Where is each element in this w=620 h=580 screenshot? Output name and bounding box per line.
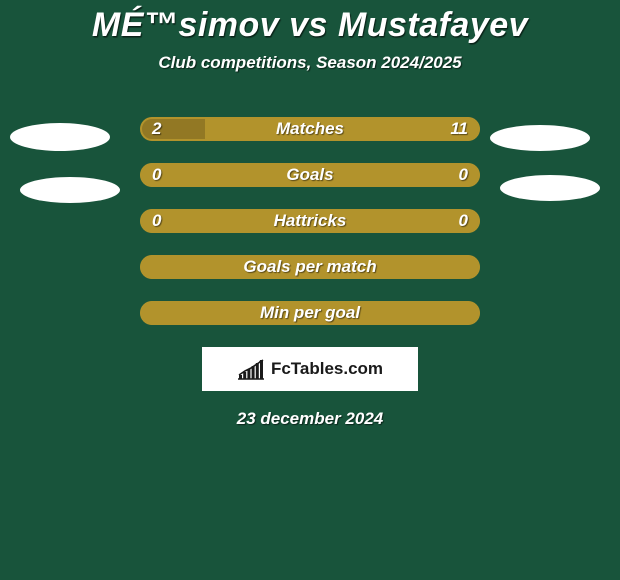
bar-chart-icon xyxy=(237,358,265,380)
stat-bar-right-value: 0 xyxy=(459,163,468,187)
brand-box: FcTables.com xyxy=(202,347,418,391)
stat-bar-left-value: 0 xyxy=(152,209,161,233)
page-subtitle: Club competitions, Season 2024/2025 xyxy=(0,53,620,73)
deco-ellipse xyxy=(20,177,120,203)
stat-bar-right-value: 11 xyxy=(450,117,468,141)
stat-bar-row: Hattricks0 0 xyxy=(140,209,480,233)
deco-ellipse xyxy=(10,123,110,151)
stat-bar-row: Goals0 0 xyxy=(140,163,480,187)
stat-bar-label: Hattricks xyxy=(140,209,480,233)
stat-bar-row: Matches2 11 xyxy=(140,117,480,141)
stat-bar-left-value: 2 xyxy=(152,117,161,141)
page-title: MÉ™simov vs Mustafayev xyxy=(0,0,620,45)
deco-ellipse xyxy=(490,125,590,151)
stat-bar-left-value: 0 xyxy=(152,163,161,187)
deco-ellipse xyxy=(500,175,600,201)
stat-bar-right-value: 0 xyxy=(459,209,468,233)
page-root: MÉ™simov vs Mustafayev Club competitions… xyxy=(0,0,620,580)
stat-bar-row: Goals per match xyxy=(140,255,480,279)
content-area: Matches211Goals00Hattricks00Goals per ma… xyxy=(0,117,620,429)
generation-date: 23 december 2024 xyxy=(0,409,620,429)
stat-bar-label: Min per goal xyxy=(140,301,480,325)
brand-text: FcTables.com xyxy=(271,359,383,379)
stat-bar-row: Min per goal xyxy=(140,301,480,325)
stat-bar-label: Goals per match xyxy=(140,255,480,279)
stat-bar-label: Matches xyxy=(140,117,480,141)
stat-bar-label: Goals xyxy=(140,163,480,187)
stat-bars: Matches211Goals00Hattricks00Goals per ma… xyxy=(140,117,480,325)
